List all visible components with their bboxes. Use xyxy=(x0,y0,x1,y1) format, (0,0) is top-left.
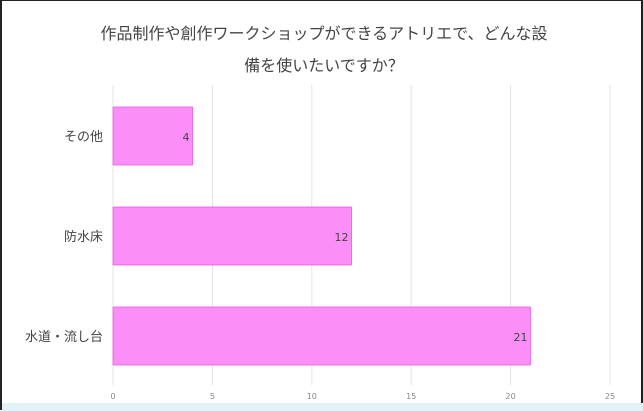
x-tick-label: 20 xyxy=(506,392,516,401)
x-tick-label: 25 xyxy=(605,392,615,401)
data-label: 21 xyxy=(513,331,527,344)
chart-title-line-1: 作品制作や創作ワークショップができるアトリエで、どんな設 xyxy=(100,24,547,43)
data-label: 12 xyxy=(335,231,349,244)
x-tick-label: 15 xyxy=(406,392,416,401)
bars xyxy=(113,107,530,365)
x-tick-label: 10 xyxy=(307,392,317,401)
category-label: 水道・流し台 xyxy=(25,330,103,345)
category-label: その他 xyxy=(64,130,103,145)
bar-2 xyxy=(113,207,352,265)
x-tick-label: 5 xyxy=(210,392,215,401)
category-label: 防水床 xyxy=(64,229,103,245)
bar-3 xyxy=(113,307,530,365)
chart-title-line-2: 備を使いたいですか？ xyxy=(244,56,404,75)
x-tick-label: 0 xyxy=(110,392,115,401)
bar-1 xyxy=(113,107,193,165)
data-label: 4 xyxy=(183,131,190,144)
